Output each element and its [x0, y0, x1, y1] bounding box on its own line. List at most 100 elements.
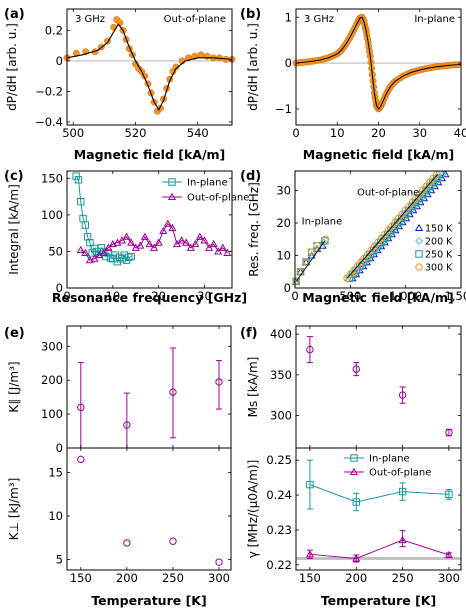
y-tick-label: −1	[275, 102, 292, 116]
data-point	[123, 539, 131, 547]
data-point	[398, 391, 407, 399]
data-point	[191, 239, 200, 248]
panel-e: 0 100 200 300 K∥ [J/m³] 150 200 250 300 5 10 15 K⊥ […	[4, 325, 232, 608]
data-point	[292, 277, 300, 286]
data-point	[163, 219, 172, 227]
x-tick-label: 30	[197, 289, 212, 303]
data-point	[81, 248, 90, 256]
data-point	[104, 243, 113, 251]
plot-frame	[66, 325, 232, 449]
y-tick-label: 300	[270, 408, 292, 422]
legend-label: In-plane	[187, 178, 228, 189]
y-tick-label: 20	[276, 216, 291, 230]
data-point	[215, 378, 223, 386]
x-tick-label: 30	[412, 126, 427, 140]
data-point	[123, 421, 131, 429]
data-point	[218, 243, 227, 251]
legend-marker	[415, 263, 423, 271]
data-point	[154, 238, 163, 246]
y-tick-label: 0	[284, 281, 291, 295]
data-point	[177, 236, 186, 244]
y-tick-label: 350	[270, 368, 292, 382]
x-tick-label: 0	[63, 289, 70, 303]
data-point	[441, 170, 450, 178]
y-tick-label: 0.22	[266, 558, 292, 572]
data-point	[398, 535, 407, 544]
y-axis-label: Ms [kA/m]	[246, 357, 260, 418]
plot-frame	[66, 170, 233, 289]
x-axis-label: Magnetic field [kA/m]	[302, 290, 454, 305]
x-tick-label: 250	[162, 571, 184, 585]
x-tick-label: 10	[106, 289, 121, 303]
data-point	[444, 550, 453, 559]
panel-label: (a)	[4, 7, 25, 22]
data-point	[203, 52, 211, 60]
data-point	[306, 345, 314, 354]
data-point	[209, 239, 218, 248]
data-point	[117, 236, 127, 244]
data-point	[352, 554, 361, 562]
y-axis-label: Integral [kA/m]	[7, 184, 21, 275]
data-point	[445, 428, 453, 437]
data-point	[306, 480, 314, 489]
legend-marker	[415, 250, 423, 258]
y-axis-label: dP/dH [arb. u.]	[5, 23, 19, 111]
y-tick-label: 0.24	[266, 488, 292, 502]
y-axis-label: γ [MHz/(μ0A/m)]	[246, 460, 260, 559]
data-point	[122, 232, 131, 240]
data-point	[398, 487, 407, 496]
data-point	[127, 238, 136, 246]
x-axis-label: Magnetic field [kA/m]	[303, 147, 455, 162]
data-point	[214, 247, 223, 255]
data-point	[99, 247, 108, 256]
data-point	[200, 236, 209, 244]
panel-c: 0 10 20 30 0 50 100 150 Resonance frequency [GHz…	[4, 169, 249, 305]
data-point	[127, 252, 135, 261]
panel-d: 0 500 1,000 1,500 0 10 20 30 Magnetic field [kA/…	[240, 169, 466, 305]
data-point	[215, 558, 223, 566]
y-tick-label: 100	[41, 208, 63, 222]
x-tick-label: 150	[70, 571, 92, 585]
legend-label: In-plane	[369, 454, 410, 465]
y-tick-label: 400	[270, 327, 292, 341]
x-axis-label: Temperature [K]	[91, 593, 206, 608]
y-tick-label: 0	[56, 441, 63, 455]
y-axis-label: Res. freq. [GHz]	[247, 182, 261, 277]
data-point	[169, 388, 177, 396]
data-point	[77, 198, 85, 206]
y-tick-label: 0.2	[45, 23, 63, 37]
panel-label: (d)	[240, 169, 261, 184]
annotation: Out-of-plane	[164, 14, 226, 25]
data-point	[76, 245, 85, 254]
reference-band	[296, 557, 461, 560]
y-tick-label: −0.2	[35, 84, 63, 98]
data-point	[169, 537, 177, 545]
x-tick-label: 300	[438, 571, 460, 585]
x-tick-label: 0	[291, 289, 298, 303]
y-axis-label: K⊥ [kJ/m³]	[7, 478, 21, 541]
y-tick-label: 10	[48, 509, 63, 523]
panel-f: 300 350 400 Ms [kA/m] 150 200 250 300 0.22 0.23 0.…	[240, 325, 462, 608]
y-tick-label: 1	[285, 10, 292, 24]
data-point	[305, 550, 314, 558]
x-tick-label: 40	[454, 126, 466, 140]
data-point	[321, 235, 330, 243]
y-tick-label: 0.23	[266, 523, 292, 537]
y-tick-label: 10	[276, 249, 291, 263]
data-point	[313, 242, 321, 250]
y-axis-label: K∥ [J/m³]	[7, 361, 21, 412]
x-tick-label: 500	[339, 289, 361, 303]
y-tick-label: 0	[285, 56, 292, 70]
annotation: 3 GHz	[304, 14, 334, 25]
legend-label: Out-of-plane	[187, 193, 249, 204]
data-point	[81, 221, 90, 229]
y-tick-label: 100	[41, 407, 63, 421]
x-axis-label: Resonance frequency [GHz]	[52, 290, 247, 305]
y-axis-label: dP/dH [arb. u.]	[246, 23, 260, 111]
legend-label: Out-of-plane	[369, 468, 431, 479]
data-point	[352, 498, 360, 506]
data-point	[125, 253, 133, 261]
data-point	[136, 241, 145, 249]
